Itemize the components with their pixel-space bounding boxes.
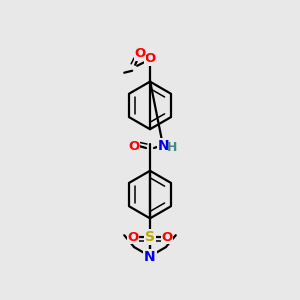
Text: N: N — [158, 139, 170, 153]
Text: O: O — [134, 47, 146, 60]
Text: S: S — [145, 230, 155, 244]
Text: N: N — [144, 250, 156, 264]
Text: O: O — [128, 140, 140, 152]
Text: H: H — [167, 140, 177, 154]
Text: O: O — [144, 52, 156, 65]
Text: O: O — [161, 231, 172, 244]
Text: O: O — [128, 231, 139, 244]
